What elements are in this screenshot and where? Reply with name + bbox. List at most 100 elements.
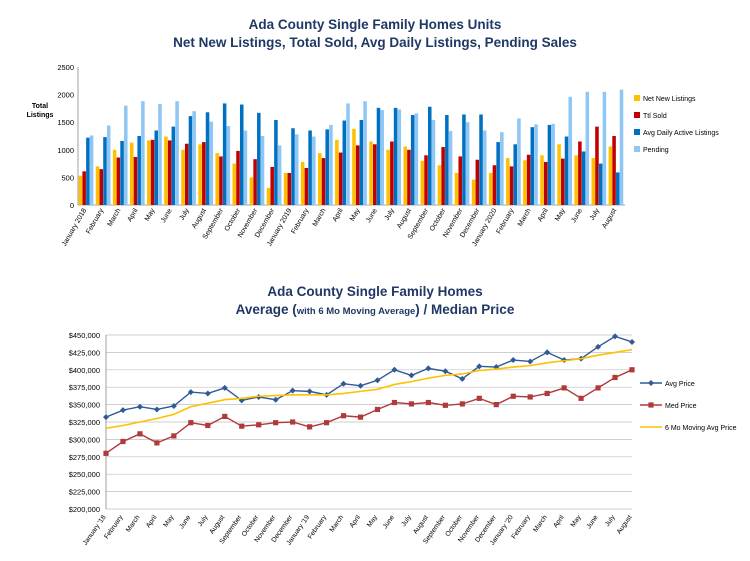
bar-net-new-listings-12 bbox=[283, 172, 288, 205]
line-legend-label: 6 Mo Moving Avg Price bbox=[665, 425, 737, 432]
bar-net-new-listings-24 bbox=[488, 172, 493, 205]
bar-ttl-sold-1 bbox=[99, 169, 104, 205]
point-avg-price-19 bbox=[425, 365, 432, 372]
point-avg-price-0 bbox=[103, 414, 109, 421]
line-ytick-label: $375,000 bbox=[69, 383, 100, 392]
point-med-price-19 bbox=[425, 399, 431, 406]
bar-net-new-listings-16 bbox=[352, 128, 356, 205]
point-med-price-27 bbox=[561, 385, 567, 391]
bar-avg-daily-active-listings-1 bbox=[103, 137, 107, 205]
line-ytick-label: $425,000 bbox=[69, 348, 100, 357]
bar-avg-daily-active-listings-28 bbox=[564, 136, 569, 205]
point-med-price-22 bbox=[476, 395, 482, 401]
bar-pending-23 bbox=[482, 130, 487, 205]
bar-pending-11 bbox=[277, 145, 282, 205]
point-med-price-11 bbox=[290, 419, 296, 425]
line-ytick-label: $250,000 bbox=[69, 470, 100, 479]
bar-ttl-sold-25 bbox=[509, 166, 514, 205]
line-ytick-label: $350,000 bbox=[69, 401, 100, 410]
bar-net-new-listings-2 bbox=[112, 149, 117, 205]
bar-ttl-sold-8 bbox=[219, 156, 223, 205]
line-category-label: March bbox=[532, 514, 549, 534]
bar-pending-3 bbox=[141, 101, 145, 205]
bar-avg-daily-active-listings-4 bbox=[154, 130, 159, 205]
point-med-price-3 bbox=[154, 440, 160, 446]
bar-ttl-sold-22 bbox=[458, 156, 462, 205]
point-med-price-8 bbox=[239, 423, 245, 429]
line-ytick-label: $200,000 bbox=[69, 505, 100, 514]
bar-ylabel-line: Listings bbox=[27, 112, 54, 119]
bar-ttl-sold-13 bbox=[304, 168, 309, 205]
bar-pending-21 bbox=[448, 131, 453, 205]
bar-ytick-label: 2000 bbox=[57, 91, 74, 100]
bar-pending-24 bbox=[500, 132, 504, 205]
bar-avg-daily-active-listings-18 bbox=[393, 107, 398, 205]
point-avg-price-31 bbox=[629, 338, 635, 345]
bar-pending-6 bbox=[192, 111, 196, 205]
bar-ttl-sold-31 bbox=[612, 136, 616, 205]
line-series-med-price bbox=[105, 369, 633, 454]
point-avg-price-29 bbox=[595, 343, 602, 350]
bar-avg-daily-active-listings-3 bbox=[137, 136, 141, 205]
bar-avg-daily-active-listings-29 bbox=[581, 151, 586, 205]
bar-net-new-listings-7 bbox=[198, 144, 202, 205]
bar-ttl-sold-28 bbox=[561, 158, 565, 205]
bar-avg-daily-active-listings-6 bbox=[188, 116, 193, 205]
bar-net-new-listings-28 bbox=[557, 144, 561, 205]
bar-legend-swatch bbox=[634, 95, 640, 101]
bar-avg-daily-active-listings-8 bbox=[222, 103, 227, 205]
chart1-title: Ada County Single Family Homes Units Net… bbox=[0, 16, 750, 52]
bar-pending-8 bbox=[226, 126, 231, 205]
bar-ttl-sold-29 bbox=[578, 141, 582, 205]
bar-ttl-sold-26 bbox=[526, 154, 531, 205]
bar-avg-daily-active-listings-9 bbox=[239, 104, 244, 205]
bar-ttl-sold-23 bbox=[475, 159, 480, 205]
chart2-title-part-a: Average ( bbox=[235, 302, 297, 317]
point-avg-price-18 bbox=[408, 372, 415, 379]
bar-ttl-sold-20 bbox=[424, 155, 428, 205]
point-avg-price-10 bbox=[272, 396, 279, 403]
bar-ttl-sold-5 bbox=[167, 140, 172, 205]
bar-ttl-sold-10 bbox=[253, 159, 257, 205]
line-category-label: May bbox=[570, 514, 583, 529]
bar-net-new-listings-14 bbox=[318, 153, 322, 205]
point-avg-price-24 bbox=[510, 357, 517, 364]
bar-avg-daily-active-listings-25 bbox=[513, 144, 517, 205]
bar-pending-31 bbox=[619, 89, 624, 205]
bar-avg-daily-active-listings-7 bbox=[205, 112, 210, 205]
bar-avg-daily-active-listings-21 bbox=[445, 115, 449, 205]
bar-pending-10 bbox=[260, 136, 265, 205]
line-ytick-label: $300,000 bbox=[69, 435, 100, 444]
point-med-price-0 bbox=[103, 450, 109, 456]
bar-pending-25 bbox=[517, 118, 521, 205]
point-avg-price-4 bbox=[170, 402, 177, 409]
bar-ttl-sold-11 bbox=[270, 166, 274, 205]
bar-pending-27 bbox=[551, 123, 555, 205]
bar-pending-5 bbox=[175, 101, 179, 205]
bar-legend-label: Net New Listings bbox=[643, 96, 696, 103]
bar-ttl-sold-14 bbox=[321, 158, 326, 205]
bar-pending-9 bbox=[243, 130, 248, 205]
line-legend-label: Avg Price bbox=[665, 381, 695, 388]
point-avg-price-15 bbox=[357, 382, 364, 389]
bar-net-new-listings-29 bbox=[574, 155, 578, 205]
bar-net-new-listings-20 bbox=[420, 160, 425, 205]
bar-net-new-listings-8 bbox=[215, 153, 219, 205]
point-med-price-21 bbox=[459, 401, 465, 407]
point-med-price-14 bbox=[340, 413, 347, 419]
bar-pending-17 bbox=[380, 110, 384, 205]
bar-legend-label: Avg Daily Active Listings bbox=[643, 130, 719, 137]
bar-pending-15 bbox=[346, 103, 350, 205]
point-med-price-25 bbox=[527, 394, 533, 400]
bar-net-new-listings-27 bbox=[540, 155, 544, 205]
bar-ttl-sold-6 bbox=[184, 143, 189, 205]
bar-avg-daily-active-listings-12 bbox=[291, 128, 295, 205]
bar-ttl-sold-15 bbox=[338, 152, 343, 205]
bar-net-new-listings-15 bbox=[335, 139, 339, 205]
point-avg-price-20 bbox=[442, 368, 449, 375]
line-category-label: April bbox=[349, 514, 363, 530]
bar-ttl-sold-19 bbox=[407, 149, 411, 205]
bar-pending-14 bbox=[329, 124, 333, 205]
bar-net-new-listings-6 bbox=[181, 149, 185, 205]
